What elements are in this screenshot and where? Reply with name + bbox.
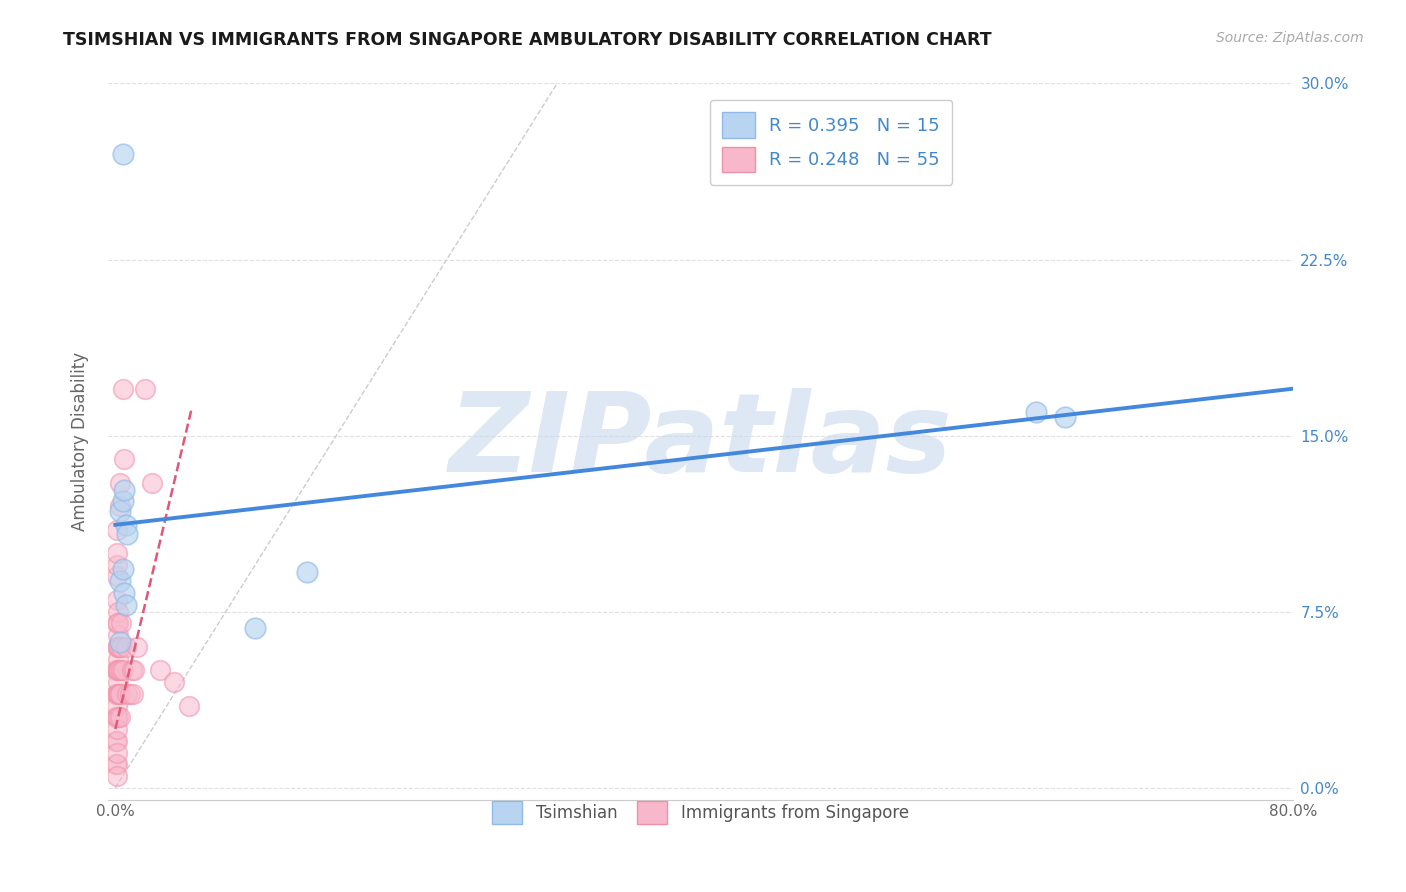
- Point: [115, 687, 138, 701]
- Point: [105, 710, 128, 724]
- Point: [107, 687, 129, 701]
- Point: [114, 598, 136, 612]
- Point: [105, 664, 128, 678]
- Point: [107, 640, 129, 654]
- Point: [107, 651, 129, 665]
- Point: [127, 640, 149, 654]
- Point: [105, 687, 128, 701]
- Point: [122, 687, 145, 701]
- Point: [105, 734, 128, 748]
- Point: [105, 698, 128, 713]
- Y-axis label: Ambulatory Disability: Ambulatory Disability: [72, 352, 89, 531]
- Point: [108, 504, 131, 518]
- Point: [114, 517, 136, 532]
- Point: [245, 621, 267, 635]
- Point: [105, 558, 128, 572]
- Point: [105, 757, 128, 772]
- Point: [105, 523, 128, 537]
- Point: [108, 475, 131, 490]
- Point: [110, 640, 132, 654]
- Point: [105, 569, 128, 583]
- Point: [111, 147, 134, 161]
- Point: [105, 746, 128, 760]
- Point: [108, 499, 131, 513]
- Point: [110, 664, 132, 678]
- Point: [105, 687, 128, 701]
- Point: [105, 593, 128, 607]
- Point: [105, 769, 128, 783]
- Point: [163, 675, 186, 690]
- Point: [105, 734, 128, 748]
- Point: [295, 565, 318, 579]
- Point: [105, 757, 128, 772]
- Point: [105, 664, 128, 678]
- Text: ZIPatlas: ZIPatlas: [449, 388, 952, 495]
- Point: [111, 382, 134, 396]
- Point: [120, 687, 142, 701]
- Point: [112, 452, 135, 467]
- Point: [121, 664, 143, 678]
- Point: [110, 616, 132, 631]
- Point: [124, 664, 146, 678]
- Point: [105, 616, 128, 631]
- Point: [1025, 405, 1047, 419]
- Point: [108, 687, 131, 701]
- Point: [105, 546, 128, 560]
- Point: [111, 494, 134, 508]
- Point: [107, 664, 129, 678]
- Point: [141, 475, 163, 490]
- Text: Source: ZipAtlas.com: Source: ZipAtlas.com: [1216, 31, 1364, 45]
- Point: [107, 616, 129, 631]
- Point: [105, 640, 128, 654]
- Text: TSIMSHIAN VS IMMIGRANTS FROM SINGAPORE AMBULATORY DISABILITY CORRELATION CHART: TSIMSHIAN VS IMMIGRANTS FROM SINGAPORE A…: [63, 31, 991, 49]
- Legend: Tsimshian, Immigrants from Singapore: Tsimshian, Immigrants from Singapore: [482, 790, 920, 834]
- Point: [114, 640, 136, 654]
- Point: [148, 664, 170, 678]
- Point: [108, 640, 131, 654]
- Point: [111, 664, 134, 678]
- Point: [107, 675, 129, 690]
- Point: [108, 574, 131, 589]
- Point: [108, 687, 131, 701]
- Point: [108, 664, 131, 678]
- Point: [108, 710, 131, 724]
- Point: [107, 628, 129, 642]
- Point: [177, 698, 200, 713]
- Point: [108, 635, 131, 649]
- Point: [112, 483, 135, 497]
- Point: [1054, 409, 1077, 424]
- Point: [105, 710, 128, 724]
- Point: [134, 382, 156, 396]
- Point: [115, 527, 138, 541]
- Point: [105, 722, 128, 736]
- Point: [111, 562, 134, 576]
- Point: [112, 586, 135, 600]
- Point: [107, 605, 129, 619]
- Point: [107, 710, 129, 724]
